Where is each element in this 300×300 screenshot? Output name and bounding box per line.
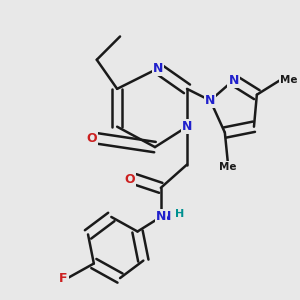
Text: H: H [176,209,184,219]
Text: N: N [228,74,239,87]
Text: O: O [124,172,135,186]
Text: N: N [156,211,166,224]
Text: N: N [153,62,163,75]
Text: N: N [182,120,192,133]
Text: F: F [59,272,68,285]
Text: Me: Me [219,162,236,172]
Text: Me: Me [280,75,298,85]
Text: N: N [161,211,171,224]
Text: O: O [86,132,97,145]
Text: N: N [205,94,215,107]
